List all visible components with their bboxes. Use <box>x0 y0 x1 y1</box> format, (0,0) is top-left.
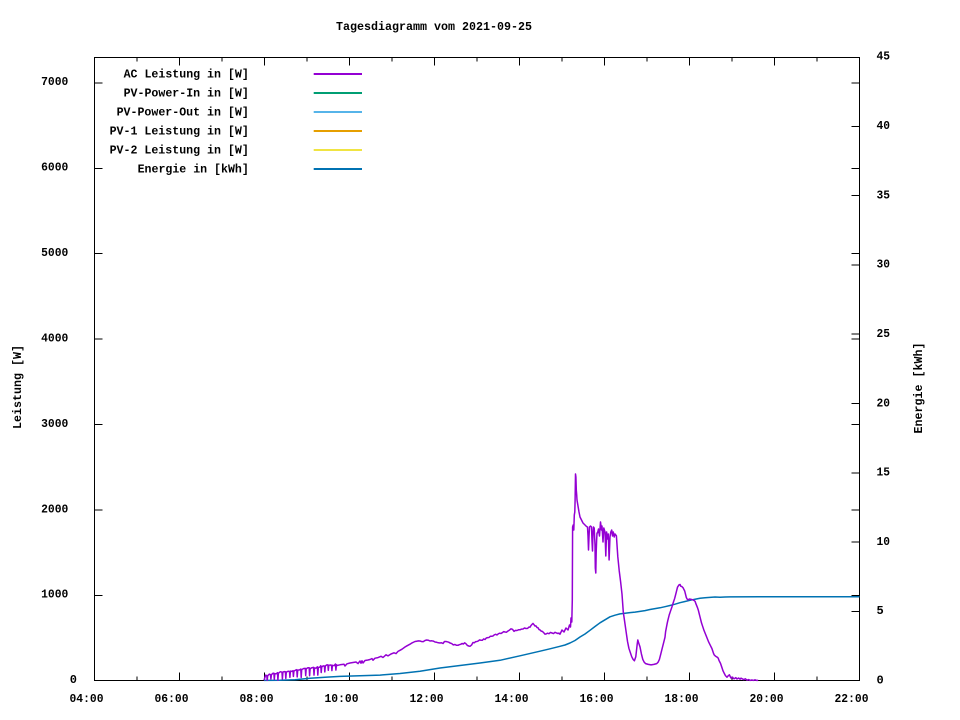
svg-text:6000: 6000 <box>41 161 68 175</box>
svg-text:2000: 2000 <box>41 502 68 516</box>
svg-text:15: 15 <box>877 466 891 480</box>
svg-text:PV-Power-Out in [W]: PV-Power-Out in [W] <box>117 106 249 120</box>
svg-text:7000: 7000 <box>41 75 68 89</box>
svg-text:10: 10 <box>877 535 891 549</box>
svg-text:18:00: 18:00 <box>665 692 699 706</box>
svg-text:12:00: 12:00 <box>410 692 444 706</box>
svg-text:22:00: 22:00 <box>835 692 869 706</box>
svg-text:04:00: 04:00 <box>70 692 104 706</box>
svg-text:0: 0 <box>70 673 77 687</box>
svg-text:4000: 4000 <box>41 332 68 346</box>
svg-text:35: 35 <box>877 188 891 202</box>
svg-text:20:00: 20:00 <box>750 692 784 706</box>
svg-text:45: 45 <box>877 50 891 64</box>
svg-text:Energie in [kWh]: Energie in [kWh] <box>138 163 249 177</box>
svg-text:14:00: 14:00 <box>495 692 529 706</box>
svg-text:25: 25 <box>877 327 891 341</box>
svg-text:30: 30 <box>877 258 891 272</box>
svg-text:06:00: 06:00 <box>155 692 189 706</box>
svg-text:AC Leistung in [W]: AC Leistung in [W] <box>124 68 249 82</box>
svg-text:3000: 3000 <box>41 417 68 431</box>
svg-text:5000: 5000 <box>41 246 68 260</box>
svg-text:08:00: 08:00 <box>240 692 274 706</box>
svg-text:PV-1 Leistung in [W]: PV-1 Leistung in [W] <box>110 125 249 139</box>
svg-text:Energie [kWh]: Energie [kWh] <box>912 343 926 434</box>
svg-text:Leistung [W]: Leistung [W] <box>11 345 25 429</box>
svg-text:5: 5 <box>877 604 884 618</box>
svg-text:PV-2 Leistung in [W]: PV-2 Leistung in [W] <box>110 144 249 158</box>
svg-text:10:00: 10:00 <box>325 692 359 706</box>
svg-text:1000: 1000 <box>41 588 68 602</box>
svg-text:Tagesdiagramm vom 2021-09-25: Tagesdiagramm vom 2021-09-25 <box>336 20 532 34</box>
svg-text:16:00: 16:00 <box>580 692 614 706</box>
svg-text:20: 20 <box>877 396 891 410</box>
svg-text:0: 0 <box>877 674 884 688</box>
svg-text:PV-Power-In in [W]: PV-Power-In in [W] <box>124 87 249 101</box>
svg-text:40: 40 <box>877 119 891 133</box>
